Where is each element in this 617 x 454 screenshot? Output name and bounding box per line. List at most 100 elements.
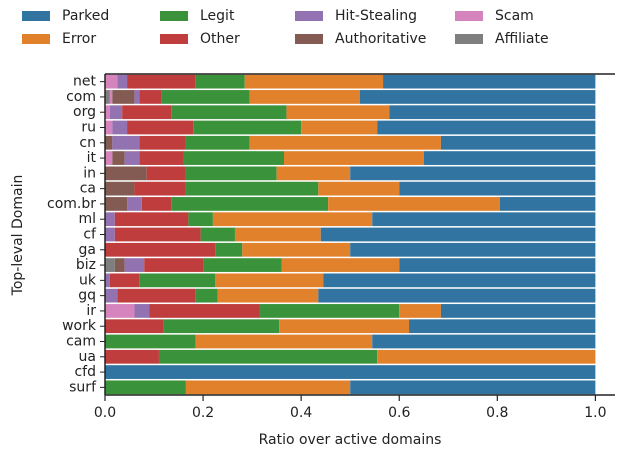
legend-swatch — [455, 11, 483, 21]
bar-segment — [149, 304, 260, 318]
bar-segment — [127, 197, 142, 211]
x-tick-label: 0.0 — [94, 405, 116, 421]
y-tick-label: ru — [81, 120, 96, 136]
bar-segment — [117, 74, 128, 89]
legend-swatch — [455, 34, 483, 44]
bar-segment — [105, 197, 128, 211]
bar-segment — [105, 181, 135, 196]
y-tick-label: work — [62, 318, 97, 334]
legend-label: Scam — [495, 8, 534, 24]
bar-segment — [188, 212, 213, 227]
y-tick-label: it — [87, 150, 97, 166]
bar-segment — [161, 90, 250, 104]
legend-label: Hit-Stealing — [335, 8, 417, 24]
bar-segment — [141, 197, 172, 211]
bar-segment — [318, 288, 596, 303]
bar-segment — [212, 212, 373, 227]
bar-segment — [122, 105, 172, 120]
bar-segment — [134, 304, 150, 318]
bar-segment — [423, 151, 596, 165]
bar-segment — [350, 166, 596, 181]
bar-segment — [399, 181, 596, 196]
bar-segment — [105, 334, 196, 349]
bar-segment — [318, 181, 400, 196]
bar-segment — [134, 181, 186, 196]
bar-segment — [409, 319, 596, 334]
bar-segment — [139, 151, 184, 165]
bar-segment — [109, 105, 123, 120]
bar-segment — [377, 349, 596, 364]
legend-label: Other — [200, 31, 240, 47]
bar-segment — [105, 166, 147, 181]
y-tick-label: surf — [69, 379, 97, 395]
y-tick-label: org — [73, 104, 96, 120]
bar-segment — [399, 258, 596, 272]
bar-segment — [200, 227, 235, 242]
bar-segment — [127, 120, 194, 135]
legend-swatch — [295, 34, 323, 44]
bar-segment — [171, 105, 287, 120]
bar-segment — [249, 90, 360, 104]
bar-segment — [440, 304, 596, 318]
bar-segment — [440, 135, 596, 150]
bar-segment — [171, 197, 329, 211]
x-tick-label: 0.6 — [388, 405, 410, 421]
legend-label: Affiliate — [495, 31, 549, 47]
x-tick-label: 1.0 — [584, 405, 606, 421]
bar-segment — [124, 258, 145, 272]
bar-segment — [105, 242, 216, 257]
bar-segment — [105, 319, 164, 334]
bar-segment — [105, 151, 113, 165]
bar-segment — [139, 135, 186, 150]
bar-segment — [114, 227, 201, 242]
y-tick-label: gq — [78, 288, 96, 304]
x-tick-label: 0.2 — [192, 405, 214, 421]
bar-segment — [127, 74, 196, 89]
legend-swatch — [160, 34, 188, 44]
bar-segment — [105, 273, 110, 288]
bar-segment — [185, 181, 319, 196]
legend-label: Legit — [200, 8, 235, 24]
bar-segment — [193, 120, 302, 135]
bar-segment — [183, 151, 284, 165]
bar-segment — [134, 90, 140, 104]
x-tick-label: 0.8 — [486, 405, 508, 421]
y-tick-label: cfd — [74, 364, 96, 380]
bar-segment — [259, 304, 400, 318]
y-tick-label: ir — [86, 303, 96, 319]
bar-segment — [105, 74, 118, 89]
bar-segment — [215, 242, 243, 257]
bar-segment — [144, 258, 204, 272]
bar-segment — [499, 197, 596, 211]
bar-segment — [105, 135, 113, 150]
bar-segment — [234, 227, 321, 242]
bar-segment — [249, 135, 441, 150]
bar-segment — [112, 135, 140, 150]
bar-segment — [112, 120, 128, 135]
bar-segment — [105, 212, 115, 227]
y-tick-label: net — [73, 74, 96, 90]
x-axis-label: Ratio over active domains — [259, 432, 442, 448]
bar-segment — [195, 288, 218, 303]
bar-segment — [112, 151, 125, 165]
legend-swatch — [160, 11, 188, 21]
y-tick-label: com — [66, 89, 96, 105]
bar-segment — [114, 212, 189, 227]
bar-segment — [105, 304, 135, 318]
y-axis-label: Top-leval Domain — [10, 175, 26, 297]
bar-segment — [360, 90, 596, 104]
bar-segment — [185, 380, 351, 395]
legend-swatch — [295, 11, 323, 21]
y-tick-label: ua — [79, 349, 96, 365]
bar-segment — [114, 258, 125, 272]
bar-segment — [328, 197, 500, 211]
bar-segment — [320, 227, 596, 242]
bar-segment — [323, 273, 596, 288]
y-tick-label: cam — [66, 334, 96, 350]
x-tick-label: 0.4 — [290, 405, 312, 421]
bar-segment — [105, 365, 596, 379]
bar-segment — [372, 334, 596, 349]
bar-segment — [146, 166, 186, 181]
bar-segment — [139, 273, 216, 288]
